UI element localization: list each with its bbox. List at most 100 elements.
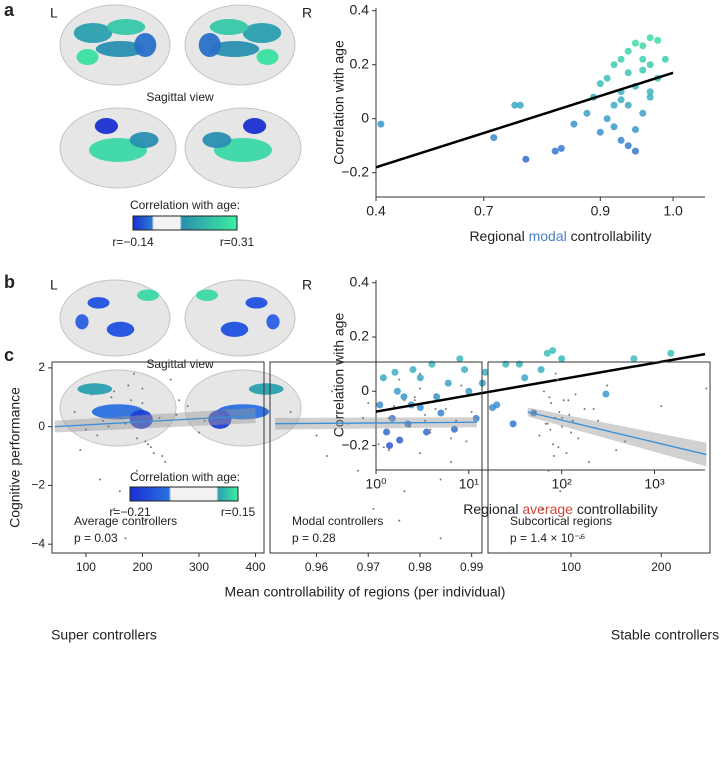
data-point	[203, 419, 206, 422]
data-point	[418, 452, 421, 455]
data-point	[490, 134, 498, 142]
data-point	[558, 410, 561, 413]
data-point	[393, 387, 401, 395]
x-axis-label-part: modal	[529, 228, 567, 244]
colorbar-min: r=−0.21	[109, 505, 151, 519]
data-point	[705, 387, 708, 390]
brain-region	[248, 383, 284, 395]
brain-region	[73, 23, 113, 43]
brain-region	[137, 289, 159, 301]
data-point	[429, 431, 432, 434]
brain-region	[129, 409, 153, 429]
data-point	[558, 355, 566, 363]
data-point	[377, 120, 385, 128]
data-point	[574, 393, 577, 396]
data-point	[630, 355, 638, 363]
data-point	[646, 34, 654, 42]
data-point	[521, 374, 529, 382]
y-tick-label: −0.2	[341, 436, 369, 452]
data-point	[661, 55, 669, 63]
x-tick-label: 100	[561, 560, 581, 574]
data-point	[639, 109, 647, 117]
x-tick-label: 400	[246, 560, 266, 574]
data-point	[610, 123, 618, 131]
data-point	[541, 507, 544, 510]
hemisphere-label: L	[50, 277, 58, 293]
confidence-band	[54, 407, 256, 433]
data-point	[73, 410, 76, 413]
x-tick-label: 0.99	[460, 560, 484, 574]
p-value: p = 0.03	[74, 531, 118, 545]
data-point	[639, 42, 647, 50]
panel-label: c	[4, 345, 14, 365]
x-tick-label: 0.98	[408, 560, 432, 574]
data-point	[138, 408, 141, 411]
brain-region	[77, 383, 113, 395]
data-point	[522, 155, 530, 163]
data-point	[424, 419, 427, 422]
data-point	[132, 372, 135, 375]
x-tick-label: 10²	[552, 476, 573, 492]
data-point	[413, 399, 416, 402]
data-point	[583, 408, 586, 411]
data-point	[449, 460, 452, 463]
data-point	[403, 490, 406, 493]
data-point	[331, 390, 334, 393]
brain-region	[202, 132, 232, 148]
data-point	[548, 396, 551, 399]
data-point	[434, 408, 437, 411]
data-point	[654, 36, 662, 44]
annotation: Average controllers	[74, 514, 177, 528]
data-point	[175, 413, 178, 416]
data-point	[639, 55, 647, 63]
brain-region	[75, 314, 89, 330]
data-point	[547, 469, 550, 472]
data-point	[511, 101, 519, 109]
data-point	[379, 374, 387, 382]
data-point	[398, 519, 401, 522]
data-point	[439, 537, 442, 540]
plot-frame	[51, 361, 265, 554]
data-point	[562, 399, 565, 402]
data-point	[570, 120, 578, 128]
annotation: Modal controllers	[292, 514, 383, 528]
data-point	[141, 387, 144, 390]
data-point	[556, 378, 559, 381]
data-point	[450, 425, 458, 433]
view-label: Sagittal view	[146, 90, 214, 104]
data-point	[509, 420, 517, 428]
data-point	[152, 452, 155, 455]
data-point	[398, 378, 401, 381]
y-axis-label: Correlation with age	[331, 40, 347, 165]
brain-region	[220, 321, 249, 337]
data-point	[570, 431, 573, 434]
x-tick-label: 0.9	[591, 203, 611, 219]
y-tick-label: 0	[38, 419, 45, 433]
data-point	[455, 419, 458, 422]
data-point	[588, 460, 591, 463]
x-axis-label: Mean controllability of regions (per ind…	[225, 584, 506, 600]
data-point	[164, 460, 167, 463]
x-tick-label: 0.97	[357, 560, 381, 574]
colorbar-min: r=−0.14	[112, 235, 154, 249]
x-axis-label-part: controllability	[573, 501, 658, 517]
data-point	[561, 425, 563, 428]
brain-region	[243, 118, 267, 134]
brain-region	[198, 33, 221, 57]
data-point	[549, 347, 557, 355]
data-point	[388, 414, 396, 422]
hemisphere-label: R	[302, 277, 312, 293]
data-point	[639, 66, 647, 74]
p-value: p = 1.4 × 10⁻⁶	[510, 531, 585, 545]
x-tick-label: 100	[76, 560, 96, 574]
data-point	[416, 404, 424, 412]
x-tick-label: 1.0	[663, 203, 683, 219]
data-point	[325, 455, 328, 458]
fit-line	[54, 414, 256, 428]
data-point	[393, 405, 396, 408]
x-tick-label: 10¹	[459, 476, 480, 492]
data-point	[592, 408, 595, 411]
data-point	[546, 422, 549, 425]
data-point	[568, 413, 571, 416]
data-point	[101, 419, 104, 422]
